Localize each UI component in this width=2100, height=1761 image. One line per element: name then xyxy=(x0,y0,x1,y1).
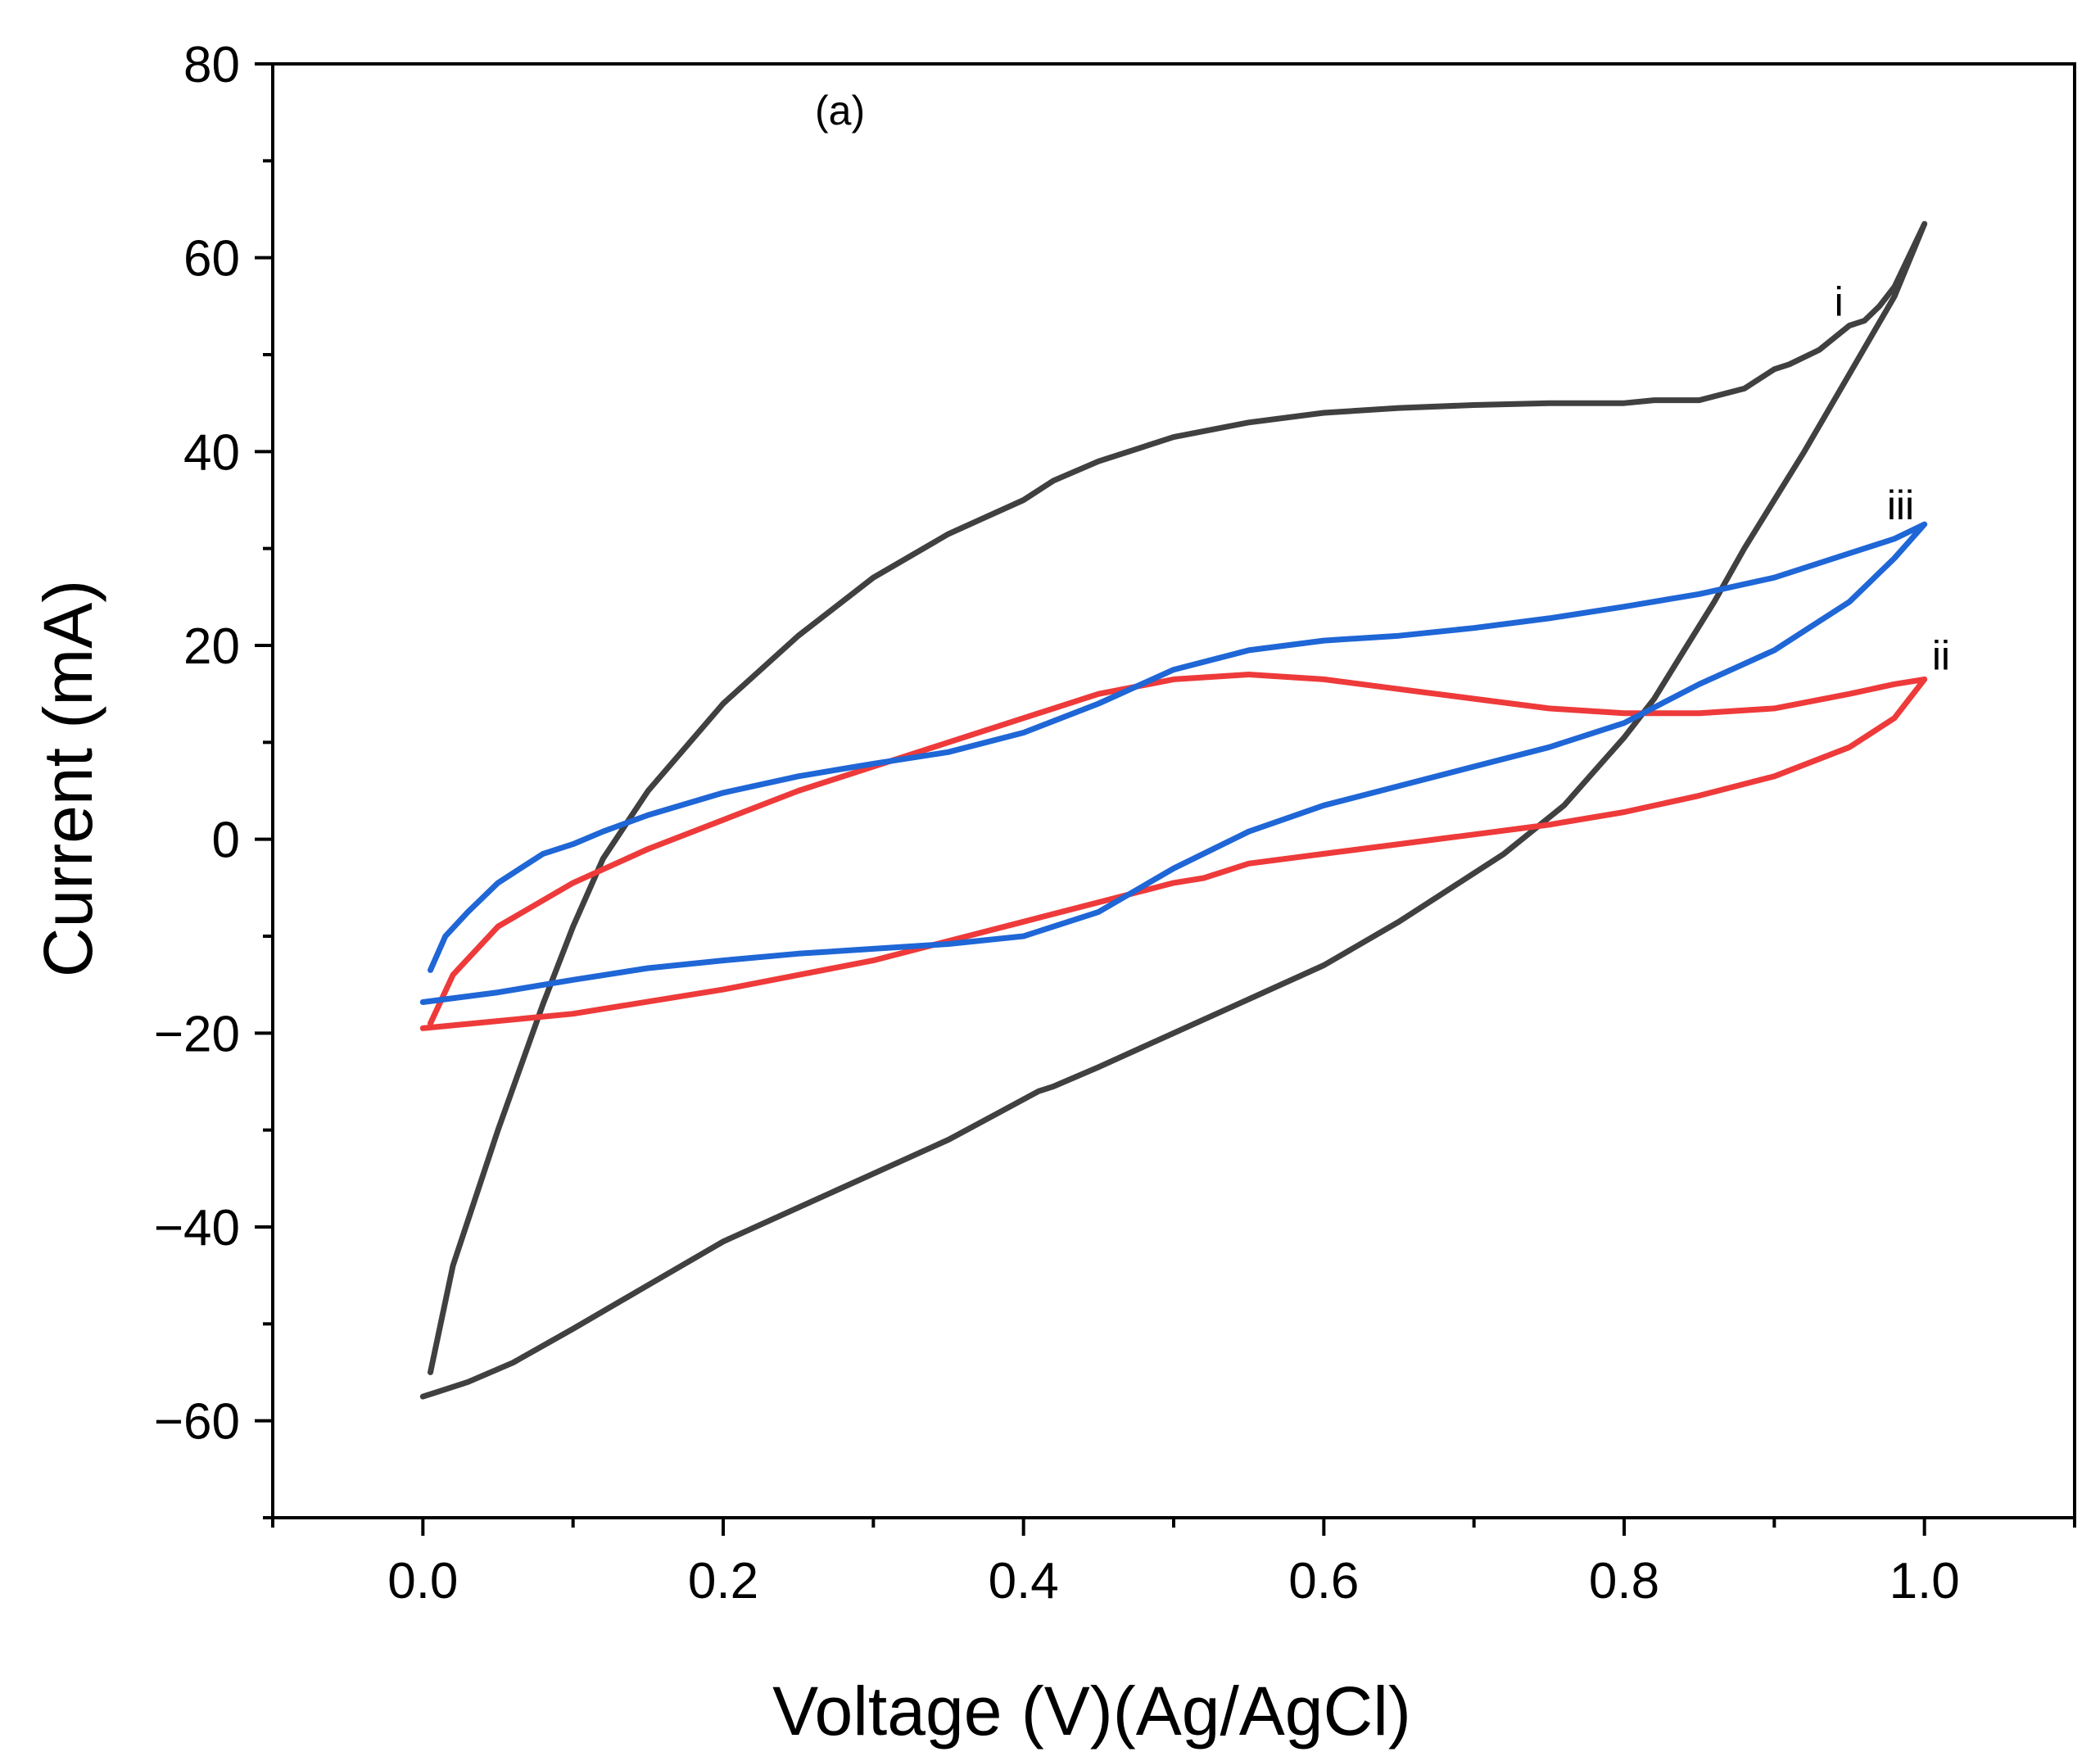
y-tick-label: 0 xyxy=(212,813,240,869)
y-tick-label: −60 xyxy=(154,1394,240,1451)
series-layer xyxy=(419,220,1928,1400)
y-tick-label: −40 xyxy=(154,1200,240,1256)
series-line-i xyxy=(419,220,1928,1400)
x-tick-label: 0.4 xyxy=(989,1553,1059,1609)
series-line-iii xyxy=(419,521,1928,1005)
y-axis-title: Current (mA) xyxy=(29,580,106,977)
y-tick-label: 20 xyxy=(183,618,240,675)
y-tick-label: 60 xyxy=(183,231,240,287)
x-axis-title: Voltage (V)(Ag/AgCl) xyxy=(772,1673,1411,1750)
series-line-ii xyxy=(419,672,1928,1031)
x-tick-label: 0.8 xyxy=(1589,1553,1659,1609)
x-tick-label: 0.6 xyxy=(1288,1553,1359,1609)
ticks-layer: 80 60 40 20 0 −20 −40 −60 0.0 0.2 0.4 0.6 0.8 1.0 xyxy=(154,37,2076,1609)
series-label-iii: iii xyxy=(1887,482,1914,528)
x-tick-label: 1.0 xyxy=(1890,1553,1960,1609)
series-label-i: i xyxy=(1835,279,1844,325)
series-label-ii: ii xyxy=(1932,633,1950,679)
plot-frame xyxy=(271,62,2076,1519)
y-tick-label: −20 xyxy=(154,1006,240,1062)
y-tick-label: 80 xyxy=(183,37,240,93)
x-tick-label: 0.0 xyxy=(387,1553,458,1609)
panel-label: (a) xyxy=(815,88,865,134)
x-tick-label: 0.2 xyxy=(688,1553,758,1609)
y-tick-label: 40 xyxy=(183,424,240,481)
